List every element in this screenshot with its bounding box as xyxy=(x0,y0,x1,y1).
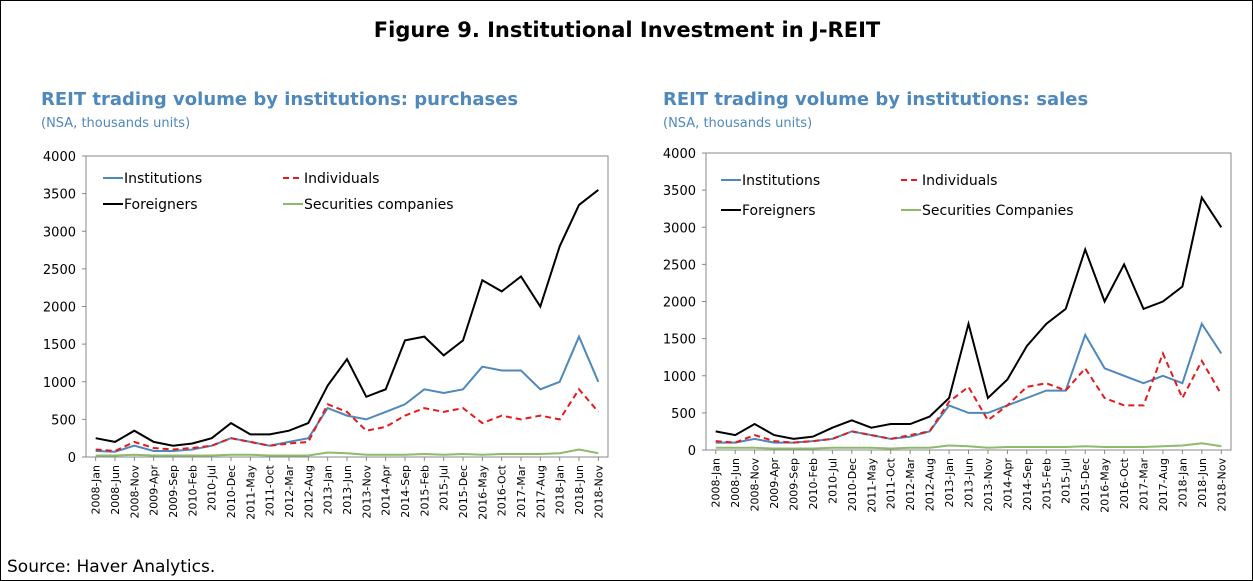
x-tick-label: 2015-Jul xyxy=(438,465,451,511)
chart-subtitle: (NSA, thousands units) xyxy=(41,116,190,131)
x-tick-label: 2009-Apr xyxy=(148,465,161,516)
series-line xyxy=(95,387,600,453)
x-tick-label: 2017-Mar xyxy=(1138,458,1151,511)
x-tick-label: 2012-Mar xyxy=(283,465,296,518)
x-tick-label: 2017-Aug xyxy=(534,465,547,518)
x-tick-label: 2013-Jan xyxy=(322,465,335,515)
x-tick-label: 2013-Jan xyxy=(943,458,956,508)
x-tick-label: 2015-Jul xyxy=(1060,458,1073,504)
y-tick-label: 2000 xyxy=(663,296,696,311)
x-tick-label: 2010-Feb xyxy=(186,465,199,516)
x-tick-label: 2010-Dec xyxy=(225,465,238,518)
x-tick-label: 2013-Jun xyxy=(341,465,354,515)
x-tick-label: 2016-Oct xyxy=(496,464,509,516)
source-note: Source: Haver Analytics. xyxy=(7,557,215,577)
x-tick-label: 2016-Oct xyxy=(1118,457,1131,509)
y-tick-label: 1500 xyxy=(663,333,696,348)
x-tick-label: 2012-Aug xyxy=(302,465,315,518)
series-line xyxy=(95,189,599,447)
y-tick-label: 1000 xyxy=(43,376,76,391)
plot-frame xyxy=(705,152,1232,451)
y-tick-label: 2500 xyxy=(43,263,76,278)
series-line xyxy=(715,442,1222,450)
y-tick-label: 3500 xyxy=(663,184,696,199)
x-tick-label: 2016-May xyxy=(1099,458,1112,513)
x-tick-label: 2014-Apr xyxy=(1001,458,1014,509)
y-tick-label: 0 xyxy=(688,444,696,459)
y-tick-label: 0 xyxy=(68,451,76,466)
legend-label: Individuals xyxy=(922,173,997,189)
x-tick-label: 2015-Feb xyxy=(418,465,431,516)
x-tick-label: 2017-Mar xyxy=(515,465,528,518)
y-tick-label: 500 xyxy=(671,407,696,422)
legend-label: Foreigners xyxy=(742,203,816,219)
y-tick-label: 4000 xyxy=(43,150,76,165)
x-tick-label: 2013-Jun xyxy=(963,458,976,508)
x-tick-label: 2018-Nov xyxy=(592,465,605,519)
y-tick-label: 2000 xyxy=(43,301,76,316)
x-tick-label: 2010-Jul xyxy=(206,465,219,511)
chart-title: REIT trading volume by institutions: sal… xyxy=(663,89,1088,110)
y-tick-label: 3000 xyxy=(43,225,76,240)
y-tick-label: 3500 xyxy=(43,188,76,203)
y-tick-label: 2500 xyxy=(663,258,696,273)
series-line xyxy=(95,334,600,453)
series-line xyxy=(715,350,1223,444)
x-tick-label: 2009-Apr xyxy=(768,458,781,509)
legend-label: Individuals xyxy=(304,171,379,187)
x-tick-label: 2009-Sep xyxy=(167,465,180,518)
y-tick-label: 4000 xyxy=(663,147,696,162)
x-tick-label: 2014-Sep xyxy=(1021,458,1034,511)
x-tick-label: 2013-Nov xyxy=(982,458,995,512)
x-tick-label: 2008-Jun xyxy=(729,458,742,508)
x-tick-label: 2008-Jan xyxy=(710,458,723,508)
x-tick-label: 2018-Jan xyxy=(1176,458,1189,508)
x-tick-label: 2015-Dec xyxy=(1079,458,1092,511)
x-tick-label: 2009-Sep xyxy=(788,458,801,511)
x-tick-label: 2011-May xyxy=(865,458,878,513)
x-tick-label: 2008-Nov xyxy=(128,465,141,519)
y-tick-label: 1500 xyxy=(43,338,76,353)
series-line xyxy=(95,448,599,457)
y-tick-label: 500 xyxy=(51,413,76,428)
x-tick-label: 2018-Jun xyxy=(573,465,586,515)
chart-title: REIT trading volume by institutions: pur… xyxy=(41,89,518,110)
x-tick-label: 2012-Aug xyxy=(924,458,937,511)
chart-subtitle: (NSA, thousands units) xyxy=(663,116,812,131)
x-tick-label: 2015-Dec xyxy=(457,465,470,518)
x-tick-label: 2013-Nov xyxy=(360,465,373,519)
series-line xyxy=(715,321,1223,444)
x-tick-label: 2017-Aug xyxy=(1157,458,1170,511)
legend-label: Securities Companies xyxy=(922,203,1074,219)
figure-title: Figure 9. Institutional Investment in J-… xyxy=(374,18,881,42)
series-line xyxy=(715,195,1223,440)
x-tick-label: 2014-Apr xyxy=(380,465,393,516)
x-tick-label: 2014-Sep xyxy=(399,465,412,518)
legend-label: Institutions xyxy=(742,173,820,189)
x-tick-label: 2011-May xyxy=(244,465,257,520)
x-tick-label: 2015-Feb xyxy=(1040,458,1053,509)
x-tick-label: 2008-Jan xyxy=(90,465,103,515)
x-tick-label: 2010-Dec xyxy=(846,458,859,511)
x-tick-label: 2011-Oct xyxy=(885,457,898,509)
x-tick-label: 2018-Jan xyxy=(554,465,567,515)
y-tick-label: 1000 xyxy=(663,370,696,385)
x-tick-label: 2010-Jul xyxy=(826,458,839,504)
legend-label: Securities companies xyxy=(304,197,454,213)
x-tick-label: 2018-Jun xyxy=(1196,458,1209,508)
x-tick-label: 2010-Feb xyxy=(807,458,820,509)
y-tick-label: 3000 xyxy=(663,221,696,236)
x-tick-label: 2008-Jun xyxy=(109,465,122,515)
x-tick-label: 2018-Nov xyxy=(1215,458,1228,512)
x-tick-label: 2012-Mar xyxy=(904,458,917,511)
x-tick-label: 2008-Nov xyxy=(749,458,762,512)
x-tick-label: 2011-Oct xyxy=(264,464,277,516)
x-tick-label: 2016-May xyxy=(476,465,489,520)
legend-label: Institutions xyxy=(124,171,202,187)
legend-label: Foreigners xyxy=(124,197,198,213)
